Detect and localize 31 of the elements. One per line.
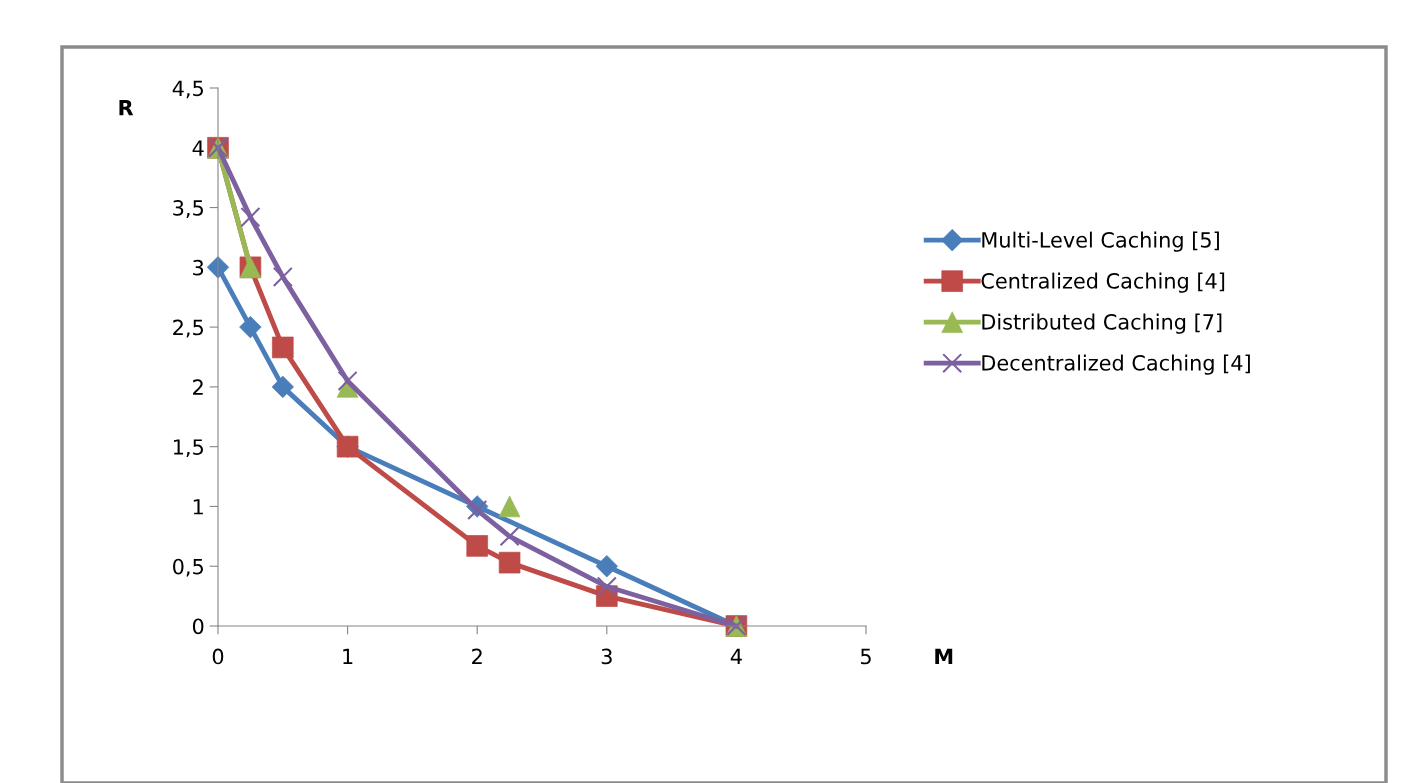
y-tick-label: 1,5 [173,439,203,457]
x-tick-label: 0 [212,648,224,665]
x-tick-label: 3 [601,648,612,665]
x-axis-title: M [935,648,953,665]
x-tick-label: 5 [860,648,871,665]
x-tick-label: 2 [472,648,482,665]
x-tick-label: 4 [730,648,742,665]
y-axis-title: R [119,100,134,116]
legend-label: Multi-Level Caching [5] [982,231,1219,252]
y-tick-label: 4,5 [172,80,203,99]
x-tick-label: 1 [343,648,353,665]
legend-label: Decentralized Caching [4] [982,354,1250,375]
y-tick-label: 2 [193,379,203,395]
legend-label: Centralized Caching [4] [981,272,1225,293]
point [271,375,294,399]
y-tick-label: 3,5 [173,200,203,218]
point [272,266,293,287]
point [498,495,521,518]
y-tick-label: 2,5 [173,319,203,338]
point [337,370,358,391]
y-tick-label: 0 [192,618,204,635]
y-tick-label: 1 [193,499,203,515]
y-tick-label: 0,5 [173,558,203,577]
point [240,207,261,228]
y-tick-label: 3 [193,259,204,276]
point [272,336,294,359]
y-tick-label: 4 [192,140,204,156]
legend-label: Distributed Caching [7] [982,313,1222,334]
point [596,576,617,597]
point [595,555,618,578]
point [499,526,520,547]
